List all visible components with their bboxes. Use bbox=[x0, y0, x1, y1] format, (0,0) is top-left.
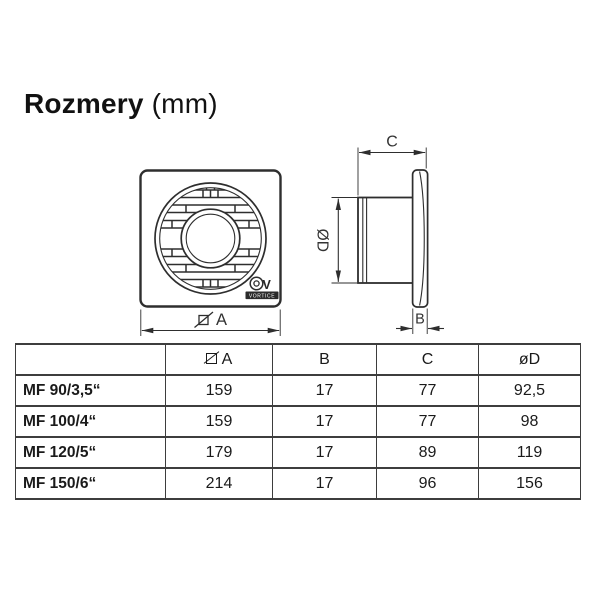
title-text: Rozmery bbox=[24, 88, 144, 119]
duct bbox=[357, 196, 416, 284]
dim-a-label: A bbox=[194, 311, 227, 329]
logo-letter: V bbox=[263, 278, 272, 292]
value-cell-b: 17 bbox=[272, 405, 377, 438]
model-cell: MF 150/6“ bbox=[15, 467, 166, 500]
square-dimension-icon bbox=[205, 353, 217, 364]
value-cell-c: 77 bbox=[376, 374, 479, 407]
table-row: MF 150/6“ 214 17 96 156 bbox=[15, 467, 581, 500]
square-dimension-icon bbox=[194, 311, 214, 328]
dim-d-label: ØD bbox=[314, 229, 331, 252]
dim-a-letter: A bbox=[216, 311, 227, 329]
header-row: A B C øD bbox=[15, 343, 581, 376]
dimensions-table: A B C øD MF 90/3,5“ 159 17 77 92,5 MF 10… bbox=[15, 343, 581, 500]
value-cell-a: 179 bbox=[165, 436, 273, 469]
fan-side-view: C ØD B bbox=[314, 134, 444, 334]
value-cell-c: 96 bbox=[376, 467, 479, 500]
value-cell-d: 156 bbox=[478, 467, 581, 500]
header-cell-b: B bbox=[272, 343, 377, 376]
table-row: MF 100/4“ 159 17 77 98 bbox=[15, 405, 581, 438]
value-cell-d: 98 bbox=[478, 405, 581, 438]
vortice-logo: V VORTICE bbox=[245, 276, 279, 299]
model-cell: MF 120/5“ bbox=[15, 436, 166, 469]
table-row: MF 90/3,5“ 159 17 77 92,5 bbox=[15, 374, 581, 407]
value-cell-a: 159 bbox=[165, 374, 273, 407]
front-panel bbox=[411, 169, 429, 308]
value-cell-b: 17 bbox=[272, 436, 377, 469]
value-cell-c: 89 bbox=[376, 436, 479, 469]
value-cell-c: 77 bbox=[376, 405, 479, 438]
dim-a: A bbox=[140, 309, 281, 336]
dim-d: ØD bbox=[314, 197, 358, 284]
logo-swirl-icon bbox=[249, 276, 264, 291]
value-cell-d: 119 bbox=[478, 436, 581, 469]
title-unit: (mm) bbox=[151, 88, 218, 119]
page-title: Rozmery (mm) bbox=[24, 90, 218, 118]
value-cell-d: 92,5 bbox=[478, 374, 581, 407]
value-cell-a: 159 bbox=[165, 405, 273, 438]
value-cell-b: 17 bbox=[272, 374, 377, 407]
value-cell-a: 214 bbox=[165, 467, 273, 500]
model-cell: MF 100/4“ bbox=[15, 405, 166, 438]
model-header-cell bbox=[15, 343, 166, 376]
logo-brand: VORTICE bbox=[249, 293, 275, 299]
header-cell-d: øD bbox=[478, 343, 581, 376]
model-cell: MF 90/3,5“ bbox=[15, 374, 166, 407]
value-cell-b: 17 bbox=[272, 467, 377, 500]
dim-b: B bbox=[396, 308, 444, 334]
dim-b-label: B bbox=[415, 312, 425, 328]
dim-c-label: C bbox=[386, 134, 398, 151]
header-cell-c: C bbox=[376, 343, 479, 376]
header-cell-a: A bbox=[165, 343, 273, 376]
table-row: MF 120/5“ 179 17 89 119 bbox=[15, 436, 581, 469]
dim-c: C bbox=[357, 134, 427, 196]
fan-front-view: V VORTICE bbox=[139, 169, 282, 308]
